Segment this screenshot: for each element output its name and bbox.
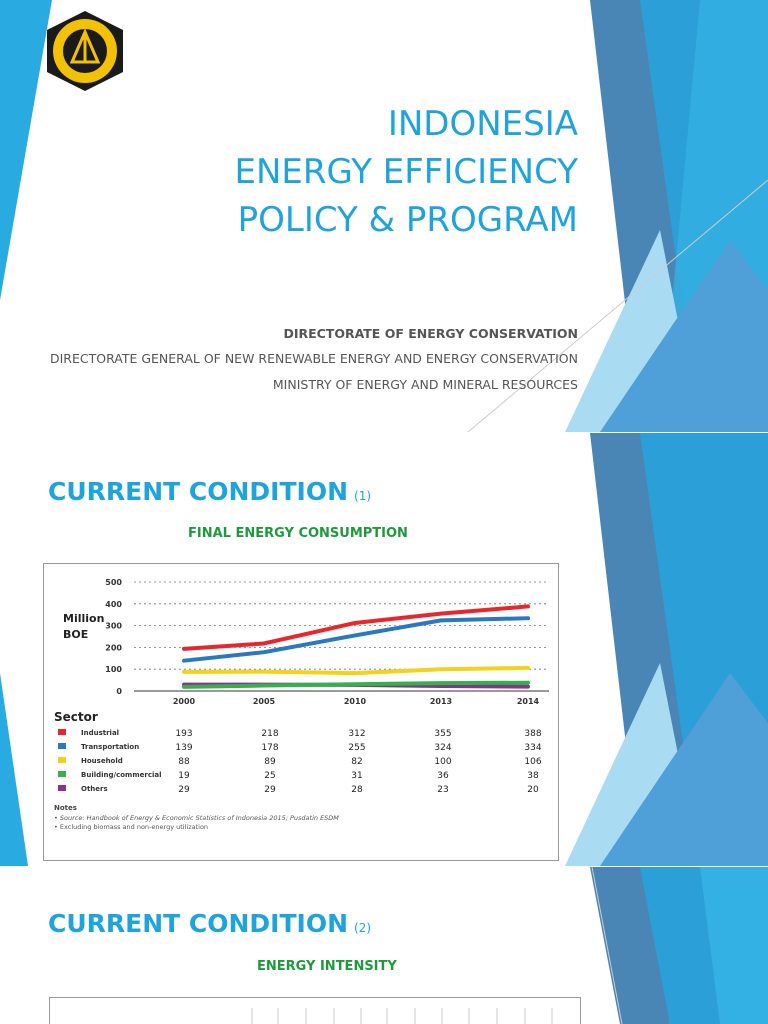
x-tick-label: 2005 [253,697,276,706]
table-value: 388 [524,729,541,739]
legend-label: Transportation [81,743,139,751]
table-value: 139 [175,743,192,753]
x-tick-label: 2000 [173,697,196,706]
table-value: 28 [351,785,363,795]
x-tick-label: 2014 [517,697,540,706]
table-value: 38 [527,771,539,781]
current-condition-slide-2: CURRENT CONDITION (2) ENERGY INTENSITY [0,867,768,1024]
series-line-household [182,665,530,676]
table-value: 19 [178,771,190,781]
y-tick-label: 500 [105,578,122,587]
note: • Excluding biomass and non-energy utili… [54,823,208,831]
legend-swatch [58,785,66,791]
heading-number: (2) [354,921,372,935]
title-line: POLICY & PROGRAM [237,200,578,240]
y-tick-label: 400 [105,600,122,609]
table-value: 36 [437,771,449,781]
notes-title: Notes [54,804,77,812]
table-value: 218 [261,729,278,739]
table-value: 355 [434,729,451,739]
table-value: 20 [527,785,539,795]
legend-label: Household [81,757,123,765]
ministry-logo [47,11,123,91]
table-value: 82 [351,757,362,767]
table-value: 88 [178,757,190,767]
slide-heading: CURRENT CONDITION (2) [48,909,371,938]
legend-title: Sector [54,710,98,724]
x-tick-label: 2013 [430,697,452,706]
legend-swatch [58,771,66,777]
y-tick-label: 100 [105,665,122,674]
table-value: 193 [175,729,192,739]
heading-text: CURRENT CONDITION [48,909,349,938]
table-value: 25 [264,771,275,781]
directorate-general: DIRECTORATE GENERAL OF NEW RENEWABLE ENE… [49,351,578,366]
table-value: 106 [524,757,541,767]
y-tick-label: 200 [105,643,122,652]
legend-label: Building/commercial [81,771,162,779]
table-value: 29 [264,785,276,795]
table-value: 324 [434,743,451,753]
legend-swatch [58,729,66,735]
directorate: DIRECTORATE OF ENERGY CONSERVATION [283,326,578,341]
series-line-industrial [182,604,530,651]
series-line-transportation [182,616,530,663]
table-value: 255 [348,743,365,753]
chart-caption: FINAL ENERGY CONSUMPTION [188,526,408,541]
legend-label: Industrial [81,729,119,737]
chart-caption: ENERGY INTENSITY [257,959,397,974]
y-axis-label: BOE [63,628,88,641]
series-line-building-commercial [182,680,530,689]
table-value: 312 [348,729,365,739]
legend-swatch [58,743,66,749]
slide-heading: CURRENT CONDITION (1) [48,477,371,506]
title-line: INDONESIA [387,104,578,144]
decorative-background [0,0,768,432]
heading-number: (1) [354,489,372,503]
legend-label: Others [81,785,108,793]
y-tick-label: 300 [105,622,122,631]
decorative-background [0,433,768,866]
table-value: 178 [261,743,278,753]
presentation-title: INDONESIA ENERGY EFFICIENCY POLICY & PRO… [235,100,578,244]
chart-box: 0 100 200 300 400 500 Million BOE 2000 2005 2010 20… [43,563,559,861]
current-condition-slide-1: CURRENT CONDITION (1) FINAL ENERGY CONSUM… [0,433,768,866]
legend-swatch [58,757,66,763]
table-value: 23 [437,785,448,795]
x-tick-label: 2010 [344,697,367,706]
y-axis-label: Million [63,612,104,625]
y-tick-label: 0 [116,687,122,696]
note: • Source: Handbook of Energy & Economic … [54,814,339,822]
table-gridlines [251,1008,553,1024]
ministry: MINISTRY OF ENERGY AND MINERAL RESOURCES [272,377,578,392]
heading-text: CURRENT CONDITION [48,477,349,506]
title-line: ENERGY EFFICIENCY [234,152,578,192]
table-value: 31 [351,771,362,781]
table-value: 89 [264,757,276,767]
decorative-background [590,867,768,1024]
title-slide: INDONESIA ENERGY EFFICIENCY POLICY & PRO… [0,0,768,432]
energy-intensity-table [49,997,581,1024]
table-value: 29 [178,785,190,795]
table-value: 334 [524,743,541,753]
table-value: 100 [434,757,451,767]
energy-consumption-chart: 0 100 200 300 400 500 Million BOE 2000 2005 2010 20… [54,578,549,831]
